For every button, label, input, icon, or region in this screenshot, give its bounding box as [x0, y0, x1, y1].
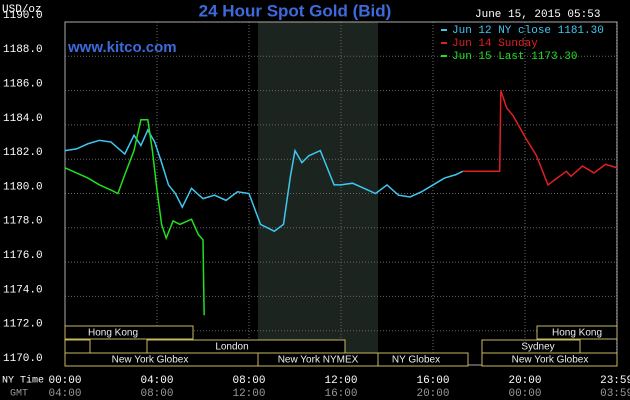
timestamp: June 15, 2015 05:53: [475, 9, 600, 21]
y-tick-label: 1178.0: [3, 216, 43, 228]
x-tick-label: 20:00: [508, 375, 541, 387]
y-tick-label: 1186.0: [3, 79, 43, 91]
gmt-label: GMT: [10, 389, 28, 400]
y-tick-label: 1176.0: [3, 250, 43, 262]
gmt-tick-label: 12:00: [232, 388, 265, 400]
session-box: [481, 352, 618, 367]
session-label: NY Globex: [392, 355, 440, 366]
gmt-tick-label: 08:00: [140, 388, 173, 400]
session-label: Hong Kong: [88, 328, 138, 339]
session-box: [377, 352, 469, 367]
y-tick-label: 1180.0: [3, 181, 43, 193]
gmt-tick-label: 04:00: [48, 388, 81, 400]
session-label: Hong Kong: [552, 328, 602, 339]
chart-title: 24 Hour Spot Gold (Bid): [199, 1, 392, 20]
y-tick-label: 1188.0: [3, 44, 43, 56]
y-tick-label: 1170.0: [3, 353, 43, 365]
gmt-tick-label: 20:00: [416, 388, 449, 400]
x-tick-label: 16:00: [416, 375, 449, 387]
price-line: [462, 90, 618, 187]
session-label: Sydney: [521, 342, 554, 353]
y-tick-label: 1174.0: [3, 284, 43, 296]
price-line: [64, 128, 464, 233]
session-box: [536, 325, 618, 340]
unit-label: USD/oz: [2, 4, 42, 16]
legend-entry: Jun 15 Last 1173.30: [452, 51, 577, 63]
session-label: New York Globex: [512, 355, 589, 366]
y-tick-label: 1172.0: [3, 319, 43, 331]
y-tick-label: 1182.0: [3, 147, 43, 159]
gmt-tick-label: 16:00: [324, 388, 357, 400]
ny-time-label: NY Time: [2, 375, 44, 387]
x-tick-label: 04:00: [140, 375, 173, 387]
session-label: New York NYMEX: [278, 355, 359, 366]
session-box: [64, 325, 194, 340]
website: www.kitco.com: [67, 39, 177, 56]
y-tick-label: 1184.0: [3, 113, 43, 125]
x-tick-label: 12:00: [324, 375, 357, 387]
session-box: [64, 339, 91, 354]
price-line: [64, 119, 205, 316]
session-label: London: [215, 342, 248, 353]
gmt-tick-label: 03:59: [600, 388, 630, 400]
session-label: New York Globex: [112, 355, 189, 366]
y-tick-label: 1190.0: [3, 10, 43, 22]
x-tick-label: 23:59: [600, 375, 630, 387]
legend-entry: Jun 12 NY close 1181.30: [452, 25, 604, 37]
gmt-tick-label: 00:00: [508, 388, 541, 400]
x-tick-label: 08:00: [232, 375, 265, 387]
x-tick-label: 00:00: [48, 375, 81, 387]
legend-entry: Jun 14 Sunday: [452, 38, 538, 50]
